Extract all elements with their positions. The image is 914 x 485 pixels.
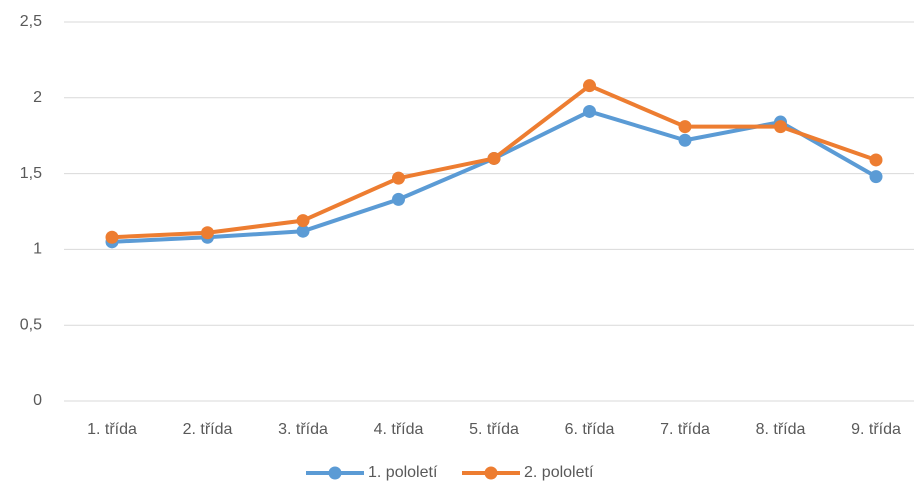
y-tick-label: 2,5 xyxy=(20,13,42,30)
legend-label: 1. pololetí xyxy=(368,464,438,481)
x-tick-label: 6. třída xyxy=(565,421,615,438)
data-point xyxy=(869,153,883,167)
y-tick-label: 0 xyxy=(33,392,42,409)
data-point xyxy=(296,224,310,238)
data-point xyxy=(487,151,501,165)
data-point xyxy=(296,214,310,228)
data-point xyxy=(583,104,596,118)
data-point xyxy=(392,171,405,185)
x-tick-label: 5. třída xyxy=(469,421,519,438)
data-point xyxy=(774,120,787,134)
x-tick-label: 9. třída xyxy=(851,421,901,438)
x-tick-label: 2. třída xyxy=(183,421,233,438)
series-line xyxy=(111,109,877,244)
x-tick-label: 4. třída xyxy=(374,421,424,438)
data-point xyxy=(678,133,692,147)
data-point xyxy=(678,120,692,134)
x-tick-label: 8. třída xyxy=(756,421,806,438)
y-tick-label: 1 xyxy=(33,241,42,258)
legend-label: 2. pololetí xyxy=(524,464,594,481)
x-tick-label: 1. třída xyxy=(87,421,137,438)
data-point xyxy=(201,226,214,240)
y-tick-label: 2 xyxy=(33,89,42,106)
data-point xyxy=(869,170,883,184)
y-tick-label: 1,5 xyxy=(20,165,42,182)
data-point xyxy=(392,192,405,206)
data-point xyxy=(583,79,596,93)
y-tick-label: 0,5 xyxy=(20,316,42,333)
x-tick-label: 7. třída xyxy=(660,421,710,438)
legend-marker xyxy=(328,466,342,480)
x-tick-label: 3. třída xyxy=(278,421,328,438)
data-point xyxy=(105,230,119,244)
legend-marker xyxy=(484,466,498,480)
